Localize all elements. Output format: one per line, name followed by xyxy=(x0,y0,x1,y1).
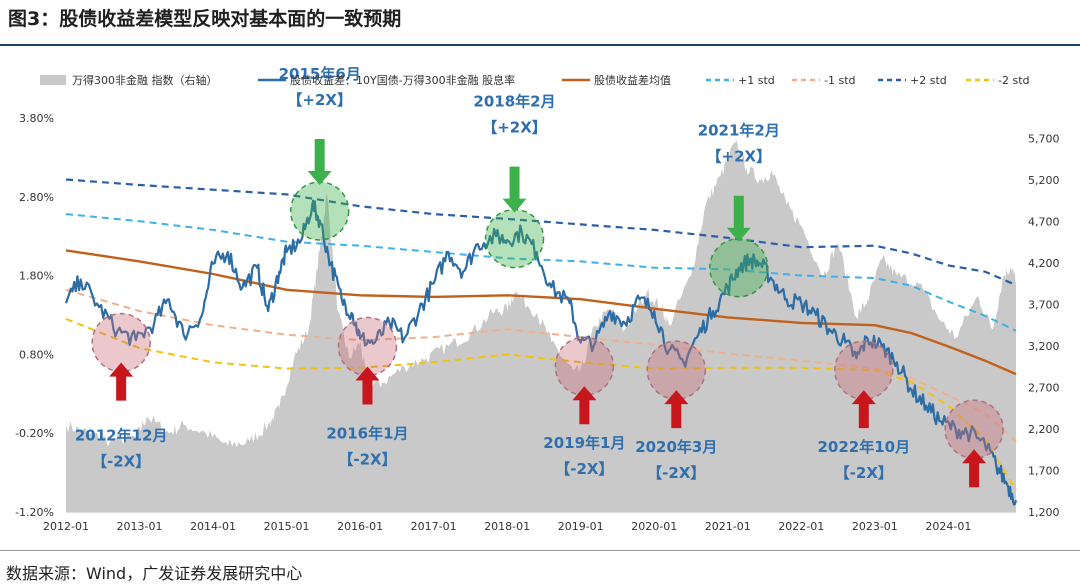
annotation-date: 2021年2月 xyxy=(698,122,780,140)
x-tick-label: 2018-01 xyxy=(484,520,530,533)
series-line-spread xyxy=(64,199,1018,506)
annotation-group: 2015年6月【+2X】 2018年2月【+2X】 2021年2月【+2X】2012… xyxy=(75,65,1004,488)
down-arrow-icon xyxy=(502,166,527,213)
up-arrow-icon xyxy=(355,366,380,405)
series-area-index xyxy=(66,140,1016,512)
right-tick-label: 1,700 xyxy=(1028,465,1060,478)
annotation-level: 【-2X】 xyxy=(92,453,150,471)
legend-label: -1 std xyxy=(824,74,856,87)
right-tick-label: 4,700 xyxy=(1028,216,1060,229)
left-tick-label: 3.80% xyxy=(19,112,54,125)
x-tick-label: 2024-01 xyxy=(925,520,971,533)
axis-labels: 3.80% 2.80% 1.80% 0.80% -0.20% -1.20% 5,700 5,2… xyxy=(15,112,1059,533)
title-rule xyxy=(0,44,1080,46)
annotation-date: 2022年10月 xyxy=(817,438,910,456)
legend: 万得300非金融 指数（右轴） 股债收益差：10Y国债-万得300非金融 股息率 股… xyxy=(40,73,1030,87)
x-tick-label: 2012-01 xyxy=(43,520,89,533)
series-line-minus2-std xyxy=(65,317,1017,491)
peak-highlight-circle xyxy=(289,181,350,241)
peak-highlight-circle xyxy=(484,208,545,269)
annotation-level: 【+2X】 xyxy=(707,148,772,166)
up-arrow-icon xyxy=(664,390,689,429)
right-tick-label: 2,700 xyxy=(1028,382,1060,395)
right-tick-label: 3,200 xyxy=(1028,340,1060,353)
right-tick-label: 5,700 xyxy=(1028,133,1060,146)
legend-label: +1 std xyxy=(738,74,775,87)
x-tick-label: 2016-01 xyxy=(337,520,383,533)
series-line-minus1-std xyxy=(65,288,1017,442)
right-tick-label: 2,200 xyxy=(1028,423,1060,436)
up-arrow-icon xyxy=(572,386,597,425)
right-tick-label: 4,200 xyxy=(1028,257,1060,270)
left-tick-label: -1.20% xyxy=(15,506,54,519)
series-line-plus1-std xyxy=(65,213,1017,332)
annotation-date: 2019年1月 xyxy=(543,434,625,452)
series-line-plus2-std xyxy=(65,178,1017,287)
annotation-date: 2015年6月 xyxy=(279,65,361,83)
legend-label: 股债收益差均值 xyxy=(594,73,671,87)
x-tick-label: 2019-01 xyxy=(558,520,604,533)
up-arrow-icon xyxy=(851,390,876,429)
x-tick-label: 2021-01 xyxy=(705,520,751,533)
down-arrow-icon xyxy=(307,138,332,185)
legend-label: 万得300非金融 指数（右轴） xyxy=(72,73,218,87)
source-rule xyxy=(0,550,1080,551)
annotation-level: 【+2X】 xyxy=(482,119,547,137)
annotation-date: 2018年2月 xyxy=(473,93,555,111)
left-tick-label: 0.80% xyxy=(19,348,54,361)
up-arrow-icon xyxy=(109,362,134,401)
legend-label: -2 std xyxy=(998,74,1030,87)
x-tick-label: 2023-01 xyxy=(852,520,898,533)
x-tick-label: 2017-01 xyxy=(411,520,457,533)
annotation-level: 【-2X】 xyxy=(647,464,705,482)
annotation-level: 【-2X】 xyxy=(555,460,613,478)
left-tick-label: 2.80% xyxy=(19,191,54,204)
x-tick-label: 2014-01 xyxy=(190,520,236,533)
x-tick-label: 2015-01 xyxy=(264,520,310,533)
right-tick-label: 5,200 xyxy=(1028,174,1060,187)
legend-swatch xyxy=(40,75,66,85)
chart: 2015年6月【+2X】 2018年2月【+2X】 2021年2月【+2X】2012… xyxy=(15,65,1059,533)
down-arrow-icon xyxy=(726,195,751,242)
x-tick-label: 2020-01 xyxy=(631,520,677,533)
left-tick-label: -0.20% xyxy=(15,427,54,440)
legend-label: +2 std xyxy=(910,74,947,87)
x-tick-label: 2022-01 xyxy=(778,520,824,533)
right-tick-label: 1,200 xyxy=(1028,506,1060,519)
index-area-series xyxy=(66,140,1016,512)
line-series-group xyxy=(64,178,1018,506)
annotation-level: 【-2X】 xyxy=(835,464,893,482)
peak-highlight-circle xyxy=(709,237,769,298)
annotation-level: 【-2X】 xyxy=(338,451,396,469)
left-tick-label: 1.80% xyxy=(19,270,54,283)
up-arrow-icon xyxy=(962,449,987,488)
annotation-date: 2016年1月 xyxy=(326,425,408,443)
source-note: 数据来源：Wind，广发证券发展研究中心 xyxy=(6,564,303,583)
annotation-date: 2012年12月 xyxy=(75,427,168,445)
x-tick-label: 2013-01 xyxy=(117,520,163,533)
figure-title: 图3：股债收益差模型反映对基本面的一致预期 xyxy=(8,8,402,30)
annotation-level: 【+2X】 xyxy=(287,91,352,109)
legend-label: 股债收益差：10Y国债-万得300非金融 股息率 xyxy=(290,73,515,87)
annotation-date: 2020年3月 xyxy=(635,438,717,456)
right-tick-label: 3,700 xyxy=(1028,299,1060,312)
